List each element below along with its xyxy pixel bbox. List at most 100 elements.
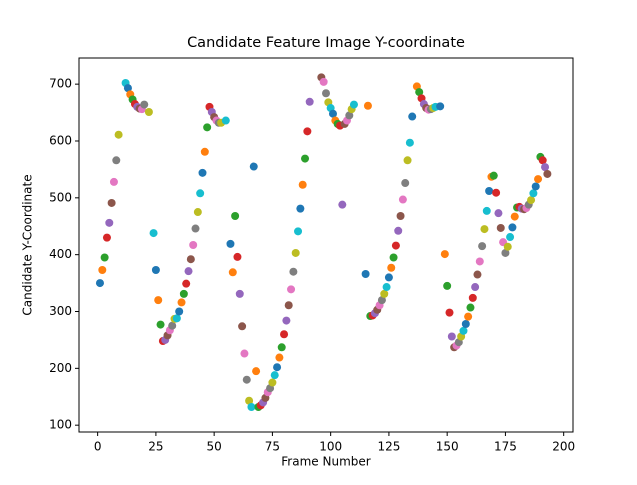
point bbox=[275, 353, 284, 362]
point bbox=[233, 252, 242, 261]
point bbox=[543, 169, 552, 178]
y-tick-label: 700 bbox=[49, 77, 72, 91]
point bbox=[501, 248, 510, 257]
x-tick-label: 200 bbox=[552, 440, 575, 454]
point bbox=[186, 255, 195, 264]
point bbox=[527, 196, 536, 205]
point bbox=[464, 312, 473, 321]
point bbox=[380, 289, 389, 298]
point bbox=[461, 320, 470, 329]
point bbox=[156, 320, 165, 329]
point bbox=[482, 206, 491, 215]
point bbox=[123, 84, 132, 93]
point bbox=[245, 396, 254, 405]
point bbox=[541, 163, 550, 172]
point bbox=[377, 296, 386, 305]
point bbox=[231, 212, 240, 221]
point bbox=[200, 147, 209, 156]
point bbox=[291, 248, 300, 257]
point bbox=[349, 100, 358, 109]
point bbox=[405, 138, 414, 147]
point bbox=[466, 303, 475, 312]
x-tick-label: 125 bbox=[377, 440, 400, 454]
point bbox=[247, 402, 256, 411]
point bbox=[280, 330, 289, 339]
point bbox=[242, 375, 251, 384]
point bbox=[182, 279, 191, 288]
point bbox=[492, 188, 501, 197]
point bbox=[249, 162, 258, 171]
point bbox=[273, 363, 282, 372]
point bbox=[105, 218, 114, 227]
point bbox=[403, 156, 412, 165]
y-tick-label: 400 bbox=[49, 247, 72, 261]
point bbox=[471, 283, 480, 292]
point bbox=[109, 177, 118, 186]
point bbox=[238, 322, 247, 331]
point bbox=[480, 225, 489, 234]
point bbox=[270, 371, 279, 380]
point bbox=[384, 273, 393, 282]
point bbox=[112, 156, 121, 165]
point bbox=[387, 263, 396, 272]
point bbox=[184, 267, 193, 276]
point bbox=[196, 189, 205, 198]
point bbox=[228, 268, 237, 277]
point bbox=[382, 283, 391, 292]
point bbox=[396, 212, 405, 221]
point bbox=[177, 298, 186, 307]
point bbox=[221, 116, 230, 125]
point bbox=[436, 102, 445, 111]
point bbox=[445, 308, 454, 317]
point bbox=[408, 112, 417, 121]
point bbox=[459, 326, 468, 335]
point bbox=[235, 289, 244, 298]
x-tick-label: 100 bbox=[319, 440, 342, 454]
point bbox=[154, 296, 163, 305]
point bbox=[319, 77, 328, 86]
point bbox=[296, 204, 305, 213]
x-tick-label: 25 bbox=[148, 440, 163, 454]
point bbox=[226, 239, 235, 248]
point bbox=[447, 332, 456, 341]
point bbox=[322, 89, 330, 98]
point bbox=[287, 285, 296, 294]
point bbox=[363, 101, 372, 110]
point bbox=[203, 123, 212, 132]
point bbox=[440, 250, 449, 259]
point bbox=[294, 227, 303, 236]
point bbox=[240, 349, 249, 358]
point bbox=[478, 242, 487, 251]
point bbox=[98, 266, 107, 275]
point bbox=[151, 266, 160, 275]
point bbox=[284, 301, 293, 310]
point bbox=[328, 109, 337, 118]
point bbox=[193, 208, 202, 217]
point bbox=[401, 179, 410, 188]
point bbox=[538, 156, 547, 165]
point bbox=[345, 111, 354, 120]
x-tick-label: 175 bbox=[494, 440, 517, 454]
point bbox=[485, 187, 494, 196]
y-tick-label: 300 bbox=[49, 304, 72, 318]
x-tick-label: 150 bbox=[436, 440, 459, 454]
point bbox=[301, 154, 310, 163]
point bbox=[475, 257, 484, 266]
point bbox=[389, 253, 398, 262]
point bbox=[189, 241, 198, 249]
x-axis-label: Frame Number bbox=[281, 455, 370, 469]
y-tick-label: 200 bbox=[49, 361, 72, 375]
point bbox=[298, 180, 307, 189]
point bbox=[268, 378, 277, 387]
point bbox=[534, 175, 543, 184]
point bbox=[140, 100, 149, 109]
point bbox=[489, 171, 498, 180]
point bbox=[503, 242, 512, 251]
x-tick-label: 50 bbox=[207, 440, 222, 454]
point bbox=[443, 281, 452, 290]
point bbox=[510, 212, 519, 221]
y-tick-label: 100 bbox=[49, 418, 72, 432]
point bbox=[508, 223, 517, 232]
